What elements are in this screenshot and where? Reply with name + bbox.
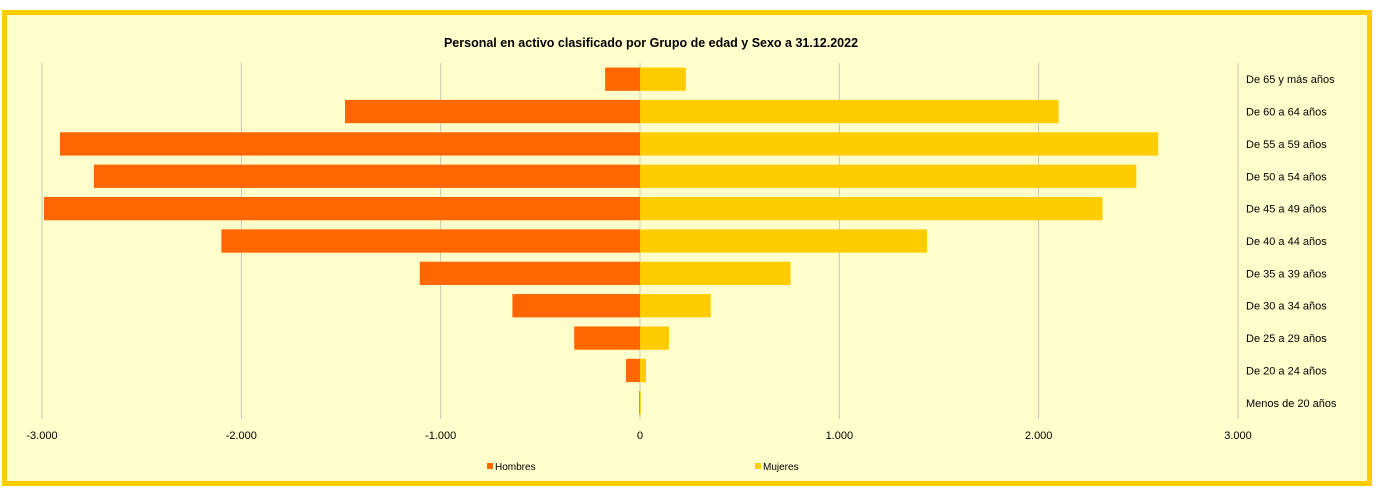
- x-tick-label: 2.000: [1025, 430, 1053, 442]
- bar-hombres-1: [344, 99, 640, 124]
- bars: [43, 67, 1159, 415]
- category-label: De 25 a 29 años: [1246, 333, 1327, 345]
- category-label: De 40 a 44 años: [1246, 236, 1327, 248]
- category-label: De 35 a 39 años: [1246, 268, 1327, 280]
- bar-mujeres-4: [640, 196, 1103, 221]
- bar-mujeres-8: [640, 326, 669, 350]
- category-label: De 60 a 64 años: [1246, 107, 1327, 119]
- category-label: Menos de 20 años: [1246, 398, 1337, 410]
- bar-hombres-6: [419, 261, 640, 286]
- population-pyramid-chart: Personal en activo clasificado por Grupo…: [26, 36, 1337, 473]
- category-label: De 55 a 59 años: [1246, 139, 1327, 151]
- legend-label-hombres: Hombres: [495, 462, 536, 473]
- legend: Hombres Mujeres: [487, 462, 799, 473]
- bar-hombres-3: [93, 164, 641, 188]
- bar-hombres-4: [43, 196, 640, 221]
- x-tick-label: -2.000: [226, 430, 257, 442]
- legend-swatch-mujeres: [755, 463, 761, 469]
- category-label: De 20 a 24 años: [1246, 365, 1327, 377]
- category-label: De 50 a 54 años: [1246, 171, 1327, 183]
- x-tick-label: 1.000: [826, 430, 854, 442]
- bar-mujeres-2: [640, 132, 1159, 156]
- bar-mujeres-1: [640, 99, 1059, 124]
- legend-label-mujeres: Mujeres: [763, 462, 799, 473]
- x-tick-label: -3.000: [26, 430, 57, 442]
- x-tick-label: -1.000: [425, 430, 456, 442]
- bar-hombres-9: [626, 358, 640, 383]
- chart-title: Personal en activo clasificado por Grupo…: [444, 36, 858, 50]
- category-labels: De 65 y más años De 60 a 64 años De 55 a 5…: [1246, 74, 1337, 410]
- bar-hombres-2: [59, 132, 640, 156]
- bar-hombres-5: [221, 229, 640, 253]
- chart-frame: Personal en activo clasificado por Grupo…: [2, 10, 1372, 486]
- x-tick-label: 3.000: [1224, 430, 1252, 442]
- bar-hombres-0: [605, 67, 640, 91]
- bar-hombres-7: [512, 294, 640, 318]
- bar-mujeres-7: [640, 294, 711, 318]
- bar-mujeres-10: [640, 391, 641, 415]
- bar-mujeres-9: [640, 358, 646, 383]
- bar-hombres-8: [574, 326, 640, 350]
- bar-mujeres-5: [640, 229, 928, 253]
- bar-mujeres-6: [640, 261, 791, 286]
- category-label: De 65 y más años: [1246, 74, 1335, 86]
- bar-mujeres-3: [640, 164, 1137, 188]
- bar-mujeres-0: [640, 67, 686, 91]
- bar-hombres-10: [639, 391, 641, 415]
- category-label: De 30 a 34 años: [1246, 301, 1327, 313]
- legend-swatch-hombres: [487, 463, 493, 469]
- x-tick-label: 0: [637, 430, 643, 442]
- x-axis-tick-labels: -3.000 -2.000 -1.000 0 1.000 2.000 3.000: [26, 430, 1251, 442]
- category-label: De 45 a 49 años: [1246, 204, 1327, 216]
